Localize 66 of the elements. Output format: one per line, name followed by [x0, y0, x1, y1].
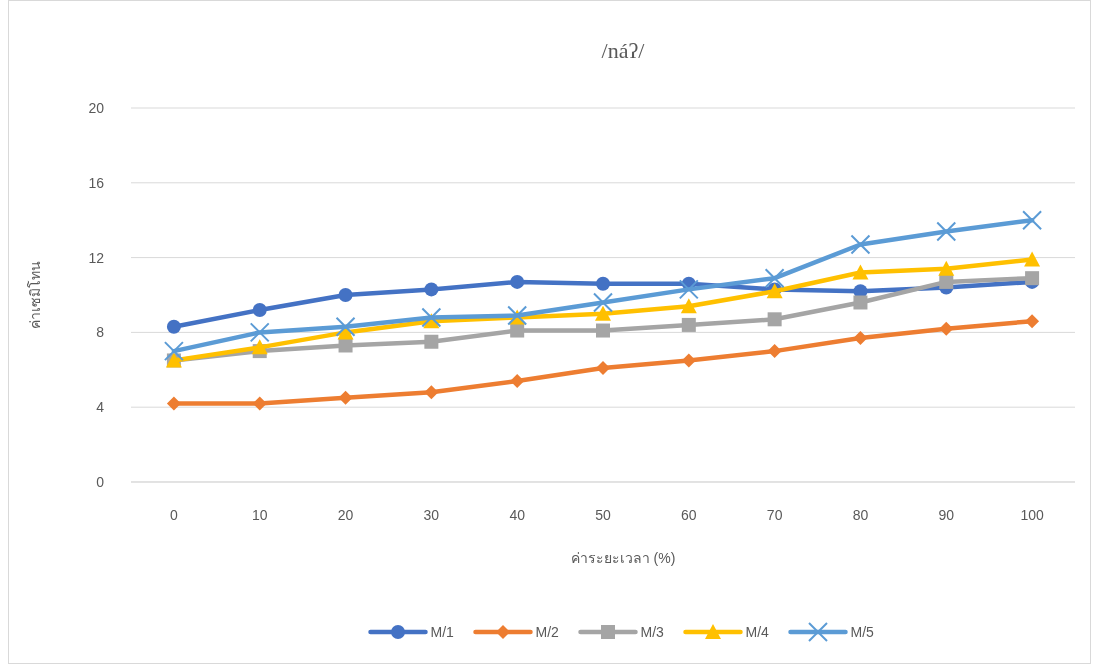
- point: [764, 268, 785, 289]
- xtick-label: 60: [681, 507, 697, 523]
- point: [593, 292, 613, 313]
- point: [852, 264, 869, 280]
- xtick-label: 0: [170, 507, 178, 523]
- point: [166, 319, 181, 334]
- legend-label: M/3: [640, 624, 664, 640]
- point: [163, 341, 184, 362]
- xtick-label: 20: [337, 507, 354, 523]
- point: [424, 385, 439, 400]
- point: [939, 321, 954, 336]
- point: [681, 317, 696, 332]
- legend-label: M/5: [850, 624, 874, 640]
- point: [421, 307, 442, 328]
- ytick-label: 8: [96, 324, 104, 341]
- ytick-label: 12: [88, 249, 104, 266]
- point: [335, 316, 356, 337]
- point: [252, 396, 267, 411]
- title: /náʔ/: [601, 38, 645, 63]
- ytick-label: 16: [88, 174, 104, 191]
- point: [510, 323, 525, 338]
- xtick-label: 10: [251, 507, 268, 523]
- point: [596, 323, 610, 338]
- point: [853, 331, 868, 346]
- point: [595, 305, 611, 321]
- point: [510, 374, 525, 389]
- point: [936, 221, 957, 242]
- ylabel: ค่าเซมิโทน: [27, 261, 43, 329]
- xtick-label: 90: [938, 507, 955, 523]
- xtick-label: 50: [595, 507, 611, 523]
- point: [166, 396, 181, 411]
- point: [678, 279, 699, 300]
- xtick-label: 100: [1020, 507, 1044, 523]
- point: [767, 344, 782, 359]
- point: [249, 322, 270, 343]
- point: [1024, 251, 1041, 267]
- legend-label: M/2: [535, 624, 559, 640]
- xtick-label: 40: [509, 507, 525, 523]
- point: [850, 234, 871, 255]
- point: [681, 353, 696, 368]
- point: [338, 338, 353, 353]
- point: [338, 288, 353, 302]
- point: [424, 334, 439, 349]
- ytick-label: 0: [96, 474, 104, 490]
- ytick-label: 4: [96, 399, 104, 416]
- point: [252, 302, 267, 317]
- point: [596, 276, 610, 291]
- point: [938, 260, 955, 276]
- point: [596, 360, 610, 375]
- xtick-label: 70: [766, 507, 783, 523]
- point: [510, 274, 525, 289]
- point: [1022, 210, 1043, 231]
- legend-label: M/4: [745, 624, 769, 640]
- point: [1025, 314, 1040, 329]
- point: [338, 390, 353, 405]
- xlabel: ค่าระยะเวลา (%): [570, 550, 676, 566]
- point: [680, 298, 697, 314]
- legend-label: M/1: [430, 624, 454, 640]
- point: [424, 282, 439, 297]
- ytick-label: 20: [88, 100, 104, 116]
- point: [853, 295, 868, 310]
- point: [767, 312, 782, 327]
- point: [251, 339, 268, 355]
- point: [939, 274, 954, 289]
- xtick-label: 80: [852, 507, 869, 523]
- xtick-label: 30: [423, 507, 440, 523]
